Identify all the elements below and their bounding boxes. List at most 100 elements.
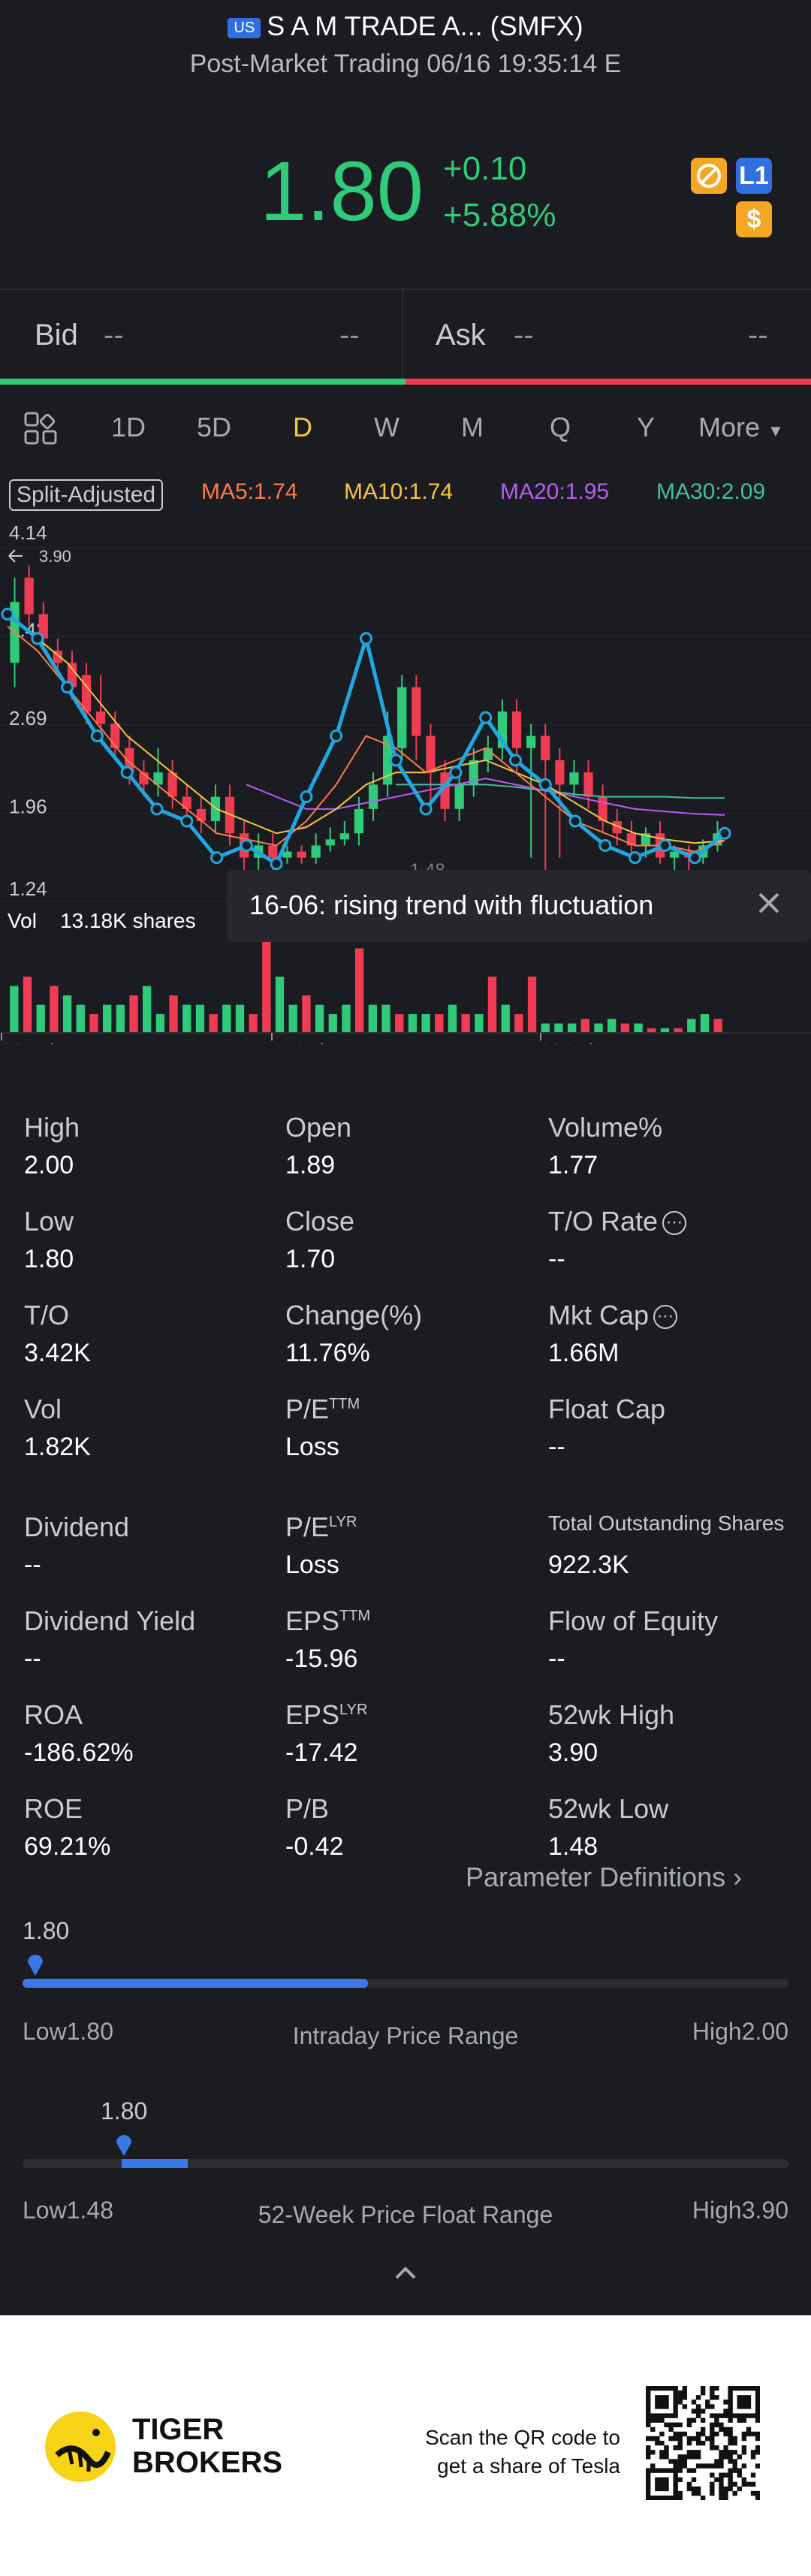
candle-body [354,808,364,834]
stat-label-text: T/O [24,1300,69,1330]
candle-body [511,711,522,748]
stat-label: Vol [24,1394,62,1425]
chevron-up-icon[interactable] [390,2261,421,2284]
volume-bar [169,995,178,1033]
stat-label: P/ETTM [285,1394,360,1425]
stat-label: P/ELYR [285,1511,357,1543]
stat-value: -- [548,1433,565,1461]
y-tick-label: 4.14 [9,521,47,544]
stat-value: 3.42K [24,1339,91,1367]
candle-body [67,663,77,687]
location-pin-icon [26,1950,45,1977]
stat-label-text: High [24,1112,80,1143]
pattern-text: 16-06: rising trend with fluctuation [249,889,654,920]
trend-point [270,857,283,871]
stat-label-sup: LYR [339,1702,368,1718]
stat-value: 1.66M [548,1339,620,1367]
tab-5d[interactable]: 5D [197,412,232,442]
week52-fill [122,2159,188,2168]
intraday-high: High2.00 [692,2018,788,2045]
volume-bar [195,1004,205,1033]
tab-m[interactable]: M [461,412,484,442]
param-defs-label: Parameter Definitions [466,1862,726,1892]
high-marker: 3.90 [39,547,71,566]
stat-label: Float Cap [548,1394,665,1425]
candlestick-chart[interactable]: 4.143.422.691.961.243.901.48 →2021/32021… [0,518,811,1044]
ma10-line [7,613,725,844]
volume-bar [395,1014,404,1033]
volume-bar [36,1004,45,1033]
volume-bar [674,1028,683,1033]
trading-status: Post-Market Trading 06/16 19:35:14 E [189,50,622,78]
tab-more[interactable]: More ▼ [698,412,784,443]
no-short-icon[interactable] [691,158,727,194]
stat-label: Dividend Yield [24,1605,195,1637]
volume-bar [435,1014,444,1033]
dollar-icon[interactable]: $ [736,201,772,237]
ma30-line [396,784,725,799]
info-icon[interactable]: ⋯ [653,1305,678,1330]
volume-bar [129,995,138,1033]
tab-d[interactable]: D [293,412,312,442]
candle-body [325,839,335,846]
stat-label-sup: TTM [339,1608,371,1624]
y-tick-label: 1.24 [9,877,47,900]
volume-bar [354,948,364,1033]
trend-point [31,632,44,645]
candle-body [583,772,593,797]
volume-bar [155,1014,165,1033]
stat-value: -- [548,1245,565,1273]
volume-bar [687,1019,696,1033]
stat-label-text: Vol [24,1394,62,1424]
stat-value: 3.90 [548,1738,598,1767]
candle-body [670,851,680,858]
price-change-pct: +5.88% [443,197,556,234]
tab-1d[interactable]: 1D [111,412,146,442]
ask-size: -- [748,319,768,352]
stat-label-text: P/E [285,1394,330,1424]
trend-point [718,826,731,840]
info-icon[interactable]: ⋯ [662,1211,687,1236]
stat-label: EPSTTM [285,1605,370,1637]
stat-label-text: EPS [285,1605,340,1636]
pattern-tooltip: 16-06: rising trend with fluctuation [227,870,811,942]
candle-body [541,735,550,760]
volume-bar [554,1023,563,1033]
parameter-definitions-link[interactable]: Parameter Definitions › [466,1862,742,1893]
chevron-down-icon: ▼ [767,421,784,440]
tab-y[interactable]: Y [637,412,656,442]
page-title: US S A M TRADE A... (SMFX) [0,11,811,42]
volume-bar [76,1004,85,1033]
week52-title: 52-Week Price Float Range [258,2201,553,2228]
volume-bar [700,1014,710,1033]
stat-label-sup: TTM [329,1396,360,1412]
candle-body [110,723,120,748]
candle-body [339,833,349,840]
ask-price: -- [514,319,534,352]
trend-point [360,632,372,645]
candle-body [412,687,421,736]
stat-value: Loss [285,1551,339,1579]
market-badge: US [228,17,261,38]
trend-point [150,802,164,816]
stat-value: 1.77 [548,1151,598,1179]
candle-body [383,735,393,785]
volume-bar [620,1023,630,1033]
split-adjusted-toggle[interactable]: Split-Adjusted [9,479,164,511]
trend-point [688,851,701,865]
stat-label: Low [24,1206,74,1237]
volume-bar [10,986,19,1033]
location-pin-icon [114,2131,134,2158]
trend-point [389,753,402,767]
tab-q[interactable]: Q [550,412,571,442]
close-icon[interactable] [748,882,790,924]
stat-label-text: Close [285,1206,355,1237]
trend-point [120,766,134,779]
tab-w[interactable]: W [374,412,399,442]
trend-point [449,766,463,779]
level1-badge[interactable]: L1 [736,158,772,194]
grid-layout-icon[interactable] [23,410,60,448]
volume-bar [102,1004,112,1033]
ma10-label: MA10:1.74 [344,479,454,504]
